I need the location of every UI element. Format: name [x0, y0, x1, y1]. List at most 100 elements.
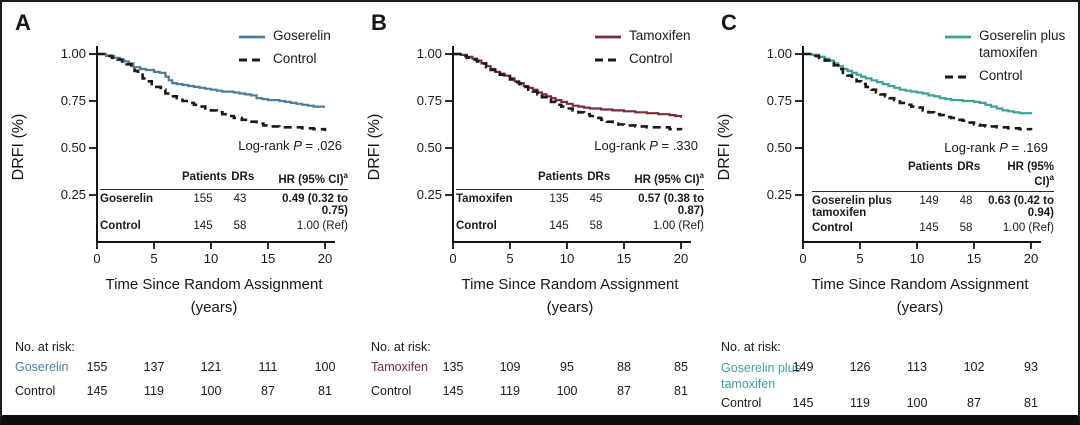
- stats-table: Patients DRs HR (95% CI)a Goserelin plus…: [812, 158, 1054, 234]
- legend-label: Control: [273, 50, 317, 66]
- x-tick-labels: 0 5 10 15 20: [799, 251, 1038, 266]
- y-tick-label: 0.25: [767, 187, 792, 202]
- stats-rule: [456, 188, 704, 190]
- y-axis-title: DRFI (%): [366, 113, 383, 181]
- y-tick-label: 1.00: [417, 46, 442, 61]
- x-axis-title: Time Since Random Assignment (years): [811, 276, 1029, 316]
- km-plot-a: 1.00 0.75 0.50 0.25 0 5 10 15 20: [61, 46, 335, 266]
- x-tick-label: 15: [967, 251, 981, 266]
- y-tick-label: 0.25: [417, 187, 442, 202]
- x-tick-label: 15: [617, 251, 631, 266]
- legend-item: Control: [945, 67, 1078, 85]
- legend-dashed-line-sample: [595, 58, 621, 62]
- at-risk-row: Control 145 119 100 87 81: [15, 384, 332, 398]
- legend-item: Goserelin plus tamoxifen: [945, 28, 1078, 62]
- x-tick-label: 10: [910, 251, 924, 266]
- legend-solid-line-sample: [239, 35, 265, 39]
- y-tick-labels: 1.00 0.75 0.50 0.25: [417, 46, 442, 202]
- stats-header-row: Patients DRs HR (95% CI)a: [538, 171, 704, 186]
- x-tick-label: 20: [318, 251, 332, 266]
- x-tick-label: 5: [506, 251, 513, 266]
- at-risk-row: Tamoxifen 135 109 95 88 85: [371, 360, 688, 374]
- km-curve-goserelin: [97, 52, 325, 108]
- km-curves: [803, 52, 1033, 131]
- x-tick-label: 10: [204, 251, 218, 266]
- at-risk-heading: No. at risk:: [15, 340, 75, 354]
- stats-header-row: Patients DRs HR (95% CI)a: [182, 171, 348, 186]
- at-risk-row: Goserelin plus tamoxifen 149 126 113 102…: [721, 360, 1038, 392]
- legend-label: Goserelin plus tamoxifen: [979, 28, 1066, 60]
- stats-row: Control 145 58 1.00 (Ref): [456, 219, 704, 232]
- x-tick-label: 20: [674, 251, 688, 266]
- panel-letter: B: [371, 10, 387, 35]
- logrank-annotation: Log-rank P = .026: [238, 138, 342, 153]
- stats-table: Patients DRs HR (95% CI)a Goserelin 155 …: [100, 168, 348, 232]
- y-axis-title: DRFI (%): [10, 113, 27, 181]
- y-axis-title: DRFI (%): [716, 113, 733, 181]
- x-tick-label: 10: [560, 251, 574, 266]
- y-tick-label: 0.25: [61, 187, 86, 202]
- legend-item: Goserelin: [239, 28, 331, 45]
- y-tick-labels: 1.00 0.75 0.50 0.25: [767, 46, 792, 202]
- legend-item: Control: [595, 51, 691, 68]
- y-tick-label: 0.75: [767, 93, 792, 108]
- km-plot-b: 1.00 0.75 0.50 0.25 0 5 10 15 20: [417, 46, 691, 266]
- x-tick-label: 0: [93, 251, 100, 266]
- y-tick-label: 1.00: [61, 46, 86, 61]
- stats-rule: [812, 190, 1054, 192]
- legend-label: Tamoxifen: [629, 28, 691, 43]
- panel-a: A 1.00 0.75 0.5: [2, 2, 358, 415]
- axes: [89, 46, 335, 249]
- x-tick-labels: 0 5 10 15 20: [93, 251, 332, 266]
- at-risk-row: Control 145 119 100 87 81: [721, 396, 1038, 410]
- y-tick-label: 1.00: [767, 46, 792, 61]
- stats-row: Control 145 58 1.00 (Ref): [100, 219, 348, 232]
- legend-label: Goserelin: [273, 28, 331, 43]
- panel-c: C 1.00 0.75 0.5: [708, 2, 1078, 415]
- legend-solid-line-sample: [945, 35, 971, 39]
- x-axis-title: Time Since Random Assignment (years): [461, 276, 679, 316]
- legend-dashed-line-sample: [945, 75, 971, 79]
- axes: [445, 46, 691, 249]
- x-axis-title: Time Since Random Assignment (years): [105, 276, 323, 316]
- panel-letter: C: [721, 10, 737, 35]
- stats-row: Tamoxifen 135 45 0.57 (0.38 to 0.87): [456, 192, 704, 217]
- x-tick-label: 5: [150, 251, 157, 266]
- at-risk-row: Control 145 119 100 87 81: [371, 384, 688, 398]
- y-tick-label: 0.75: [417, 93, 442, 108]
- at-risk-row: Goserelin 155 137 121 111 100: [15, 360, 336, 374]
- at-risk-heading: No. at risk:: [721, 340, 781, 354]
- x-tick-label: 15: [261, 251, 275, 266]
- stats-row: Goserelin plus tamoxifen 149 48 0.63 (0.…: [812, 194, 1054, 219]
- legend-item: Control: [239, 51, 331, 68]
- y-tick-label: 0.50: [417, 140, 442, 155]
- axes: [795, 46, 1041, 249]
- y-tick-label: 0.75: [61, 93, 86, 108]
- at-risk-heading: No. at risk:: [371, 340, 431, 354]
- x-tick-labels: 0 5 10 15 20: [449, 251, 688, 266]
- x-tick-label: 20: [1024, 251, 1038, 266]
- y-tick-label: 0.50: [767, 140, 792, 155]
- legend-label: Control: [629, 50, 673, 66]
- stats-rule: [100, 188, 348, 190]
- legend-dashed-line-sample: [239, 58, 265, 62]
- logrank-annotation: Log-rank P = .169: [944, 140, 1048, 155]
- km-curve-goserelin-plus-tamoxifen: [803, 52, 1033, 115]
- legend: Goserelin Control: [239, 28, 331, 74]
- panel-b: B 1.00 0.75 0.5: [358, 2, 708, 415]
- legend-label: Control: [979, 67, 1023, 83]
- stats-row: Goserelin 155 43 0.49 (0.32 to 0.75): [100, 192, 348, 217]
- y-tick-label: 0.50: [61, 140, 86, 155]
- km-plot-c: 1.00 0.75 0.50 0.25 0 5 10 15 20: [767, 46, 1041, 266]
- stats-table: Patients DRs HR (95% CI)a Tamoxifen 135 …: [456, 168, 704, 232]
- legend: Goserelin plus tamoxifen Control: [945, 28, 1078, 91]
- x-tick-label: 0: [799, 251, 806, 266]
- x-tick-label: 0: [449, 251, 456, 266]
- km-curve-control: [97, 52, 327, 132]
- stats-row: Control 145 58 1.00 (Ref): [812, 221, 1054, 234]
- legend: Tamoxifen Control: [595, 28, 691, 74]
- legend-item: Tamoxifen: [595, 28, 691, 45]
- logrank-annotation: Log-rank P = .330: [594, 138, 698, 153]
- km-curves: [97, 52, 327, 132]
